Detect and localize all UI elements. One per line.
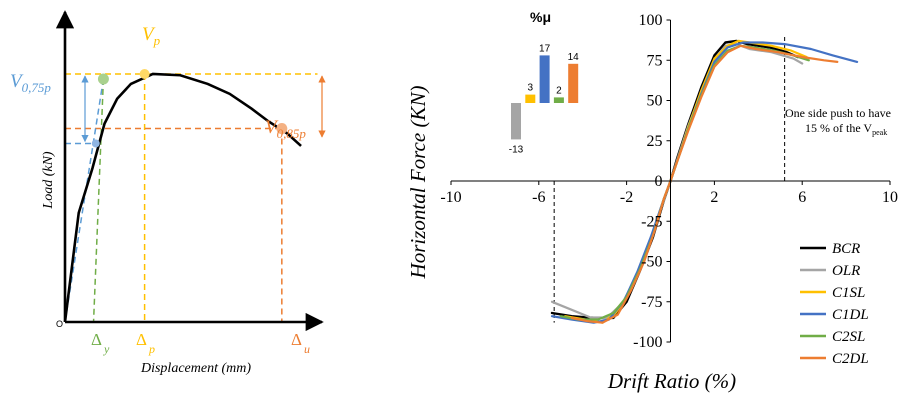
legend-item-olr: OLR	[800, 263, 860, 279]
inset-bar-label: 2	[556, 85, 562, 96]
inset-bar-label: 17	[539, 43, 551, 54]
main-tick-labels: -10 -6 -2 2 6 10 -100 -75 -50 -25 0 25 50 75 100	[440, 12, 898, 351]
legend-label: OLR	[832, 263, 860, 279]
inset-bar-label: 14	[568, 52, 580, 63]
legend-label: C2SL	[832, 329, 865, 345]
legend-item-c1sl: C1SL	[800, 285, 865, 301]
origin-label: O	[56, 319, 63, 329]
legend-item-c1dl: C1DL	[800, 307, 869, 323]
legend-item-bcr: BCR	[800, 241, 860, 257]
y-tick-label: -25	[641, 213, 662, 230]
y-tick-label: 50	[647, 93, 663, 110]
x-tick-label: -6	[532, 189, 545, 206]
y-tick-label: -50	[641, 254, 662, 271]
v085-label: V0,85p	[265, 117, 306, 141]
push-annotation-line1: One side push to have	[785, 106, 891, 120]
legend-label: C1SL	[832, 285, 865, 301]
left-key-points	[91, 69, 288, 148]
inset-bar	[525, 94, 536, 103]
inset-bar	[511, 103, 521, 140]
main-hysteresis-chart: -10 -6 -2 2 6 10 -100 -75 -50 -25 0 25 50 75 100 Drift…	[406, 12, 898, 393]
inset-bars: -13 3 17 2 14	[509, 43, 579, 155]
legend-label: C2DL	[832, 351, 869, 367]
y-tick-label: 25	[647, 133, 663, 150]
inset-bar-label: -13	[509, 144, 524, 155]
legend-label: C1DL	[832, 307, 869, 323]
series-line-c2dl	[570, 44, 839, 324]
inset-bar-label: 3	[528, 83, 534, 94]
series-line-c1dl	[550, 41, 859, 324]
inset-title: %μ	[530, 9, 551, 25]
left-x-axis-label: Displacement (mm)	[140, 361, 251, 376]
v075-label: V0,75p	[10, 71, 51, 95]
y-tick-label: 0	[655, 173, 663, 190]
x-tick-label: 10	[882, 189, 898, 206]
series-line-c1sl	[564, 39, 808, 324]
legend-item-c2dl: C2DL	[800, 351, 869, 367]
yield-point	[97, 73, 109, 85]
main-axes	[450, 19, 891, 343]
inset-bar-chart: %μ -13 3 17 2 14	[509, 9, 579, 155]
peak-point	[139, 69, 150, 79]
x-tick-label: -2	[620, 189, 633, 206]
main-x-axis-label: Drift Ratio (%)	[607, 369, 736, 393]
main-y-axis-label: Horizontal Force (KN)	[406, 86, 430, 280]
series-line-bcr	[550, 39, 799, 320]
dy-vertical-guide	[92, 78, 105, 323]
left-guide-lines	[64, 73, 326, 323]
x-tick-label: 2	[710, 189, 718, 206]
push-annotation-line2: 15 % of the Vpeak	[805, 121, 887, 137]
main-dashed-markers	[553, 36, 786, 323]
main-series-group	[550, 39, 859, 324]
ultimate-point	[276, 123, 288, 135]
legend-label: BCR	[832, 241, 860, 257]
left-y-axis-label: Load (kN)	[41, 151, 56, 210]
v075-point	[91, 139, 100, 148]
inset-bar	[553, 97, 564, 103]
y-tick-label: 100	[639, 12, 663, 29]
vp-label: Vp	[142, 24, 161, 48]
inset-bar	[568, 63, 579, 103]
legend-item-c2sl: C2SL	[800, 329, 865, 345]
y-tick-label: -100	[633, 334, 662, 351]
load-displacement-curve	[63, 72, 302, 323]
left-schematic-chart: O Displacement (mm) Load (kN) V0,75p Vp …	[10, 10, 326, 376]
legend: BCR OLR C1SL C1DL C2SL C2DL	[800, 241, 869, 367]
x-tick-label: -10	[440, 189, 461, 206]
y-tick-label: 75	[647, 52, 663, 69]
inset-bar	[539, 55, 550, 103]
x-tick-label: 6	[798, 189, 806, 206]
series-line-c2sl	[559, 44, 810, 321]
y-tick-label: -75	[641, 294, 662, 311]
